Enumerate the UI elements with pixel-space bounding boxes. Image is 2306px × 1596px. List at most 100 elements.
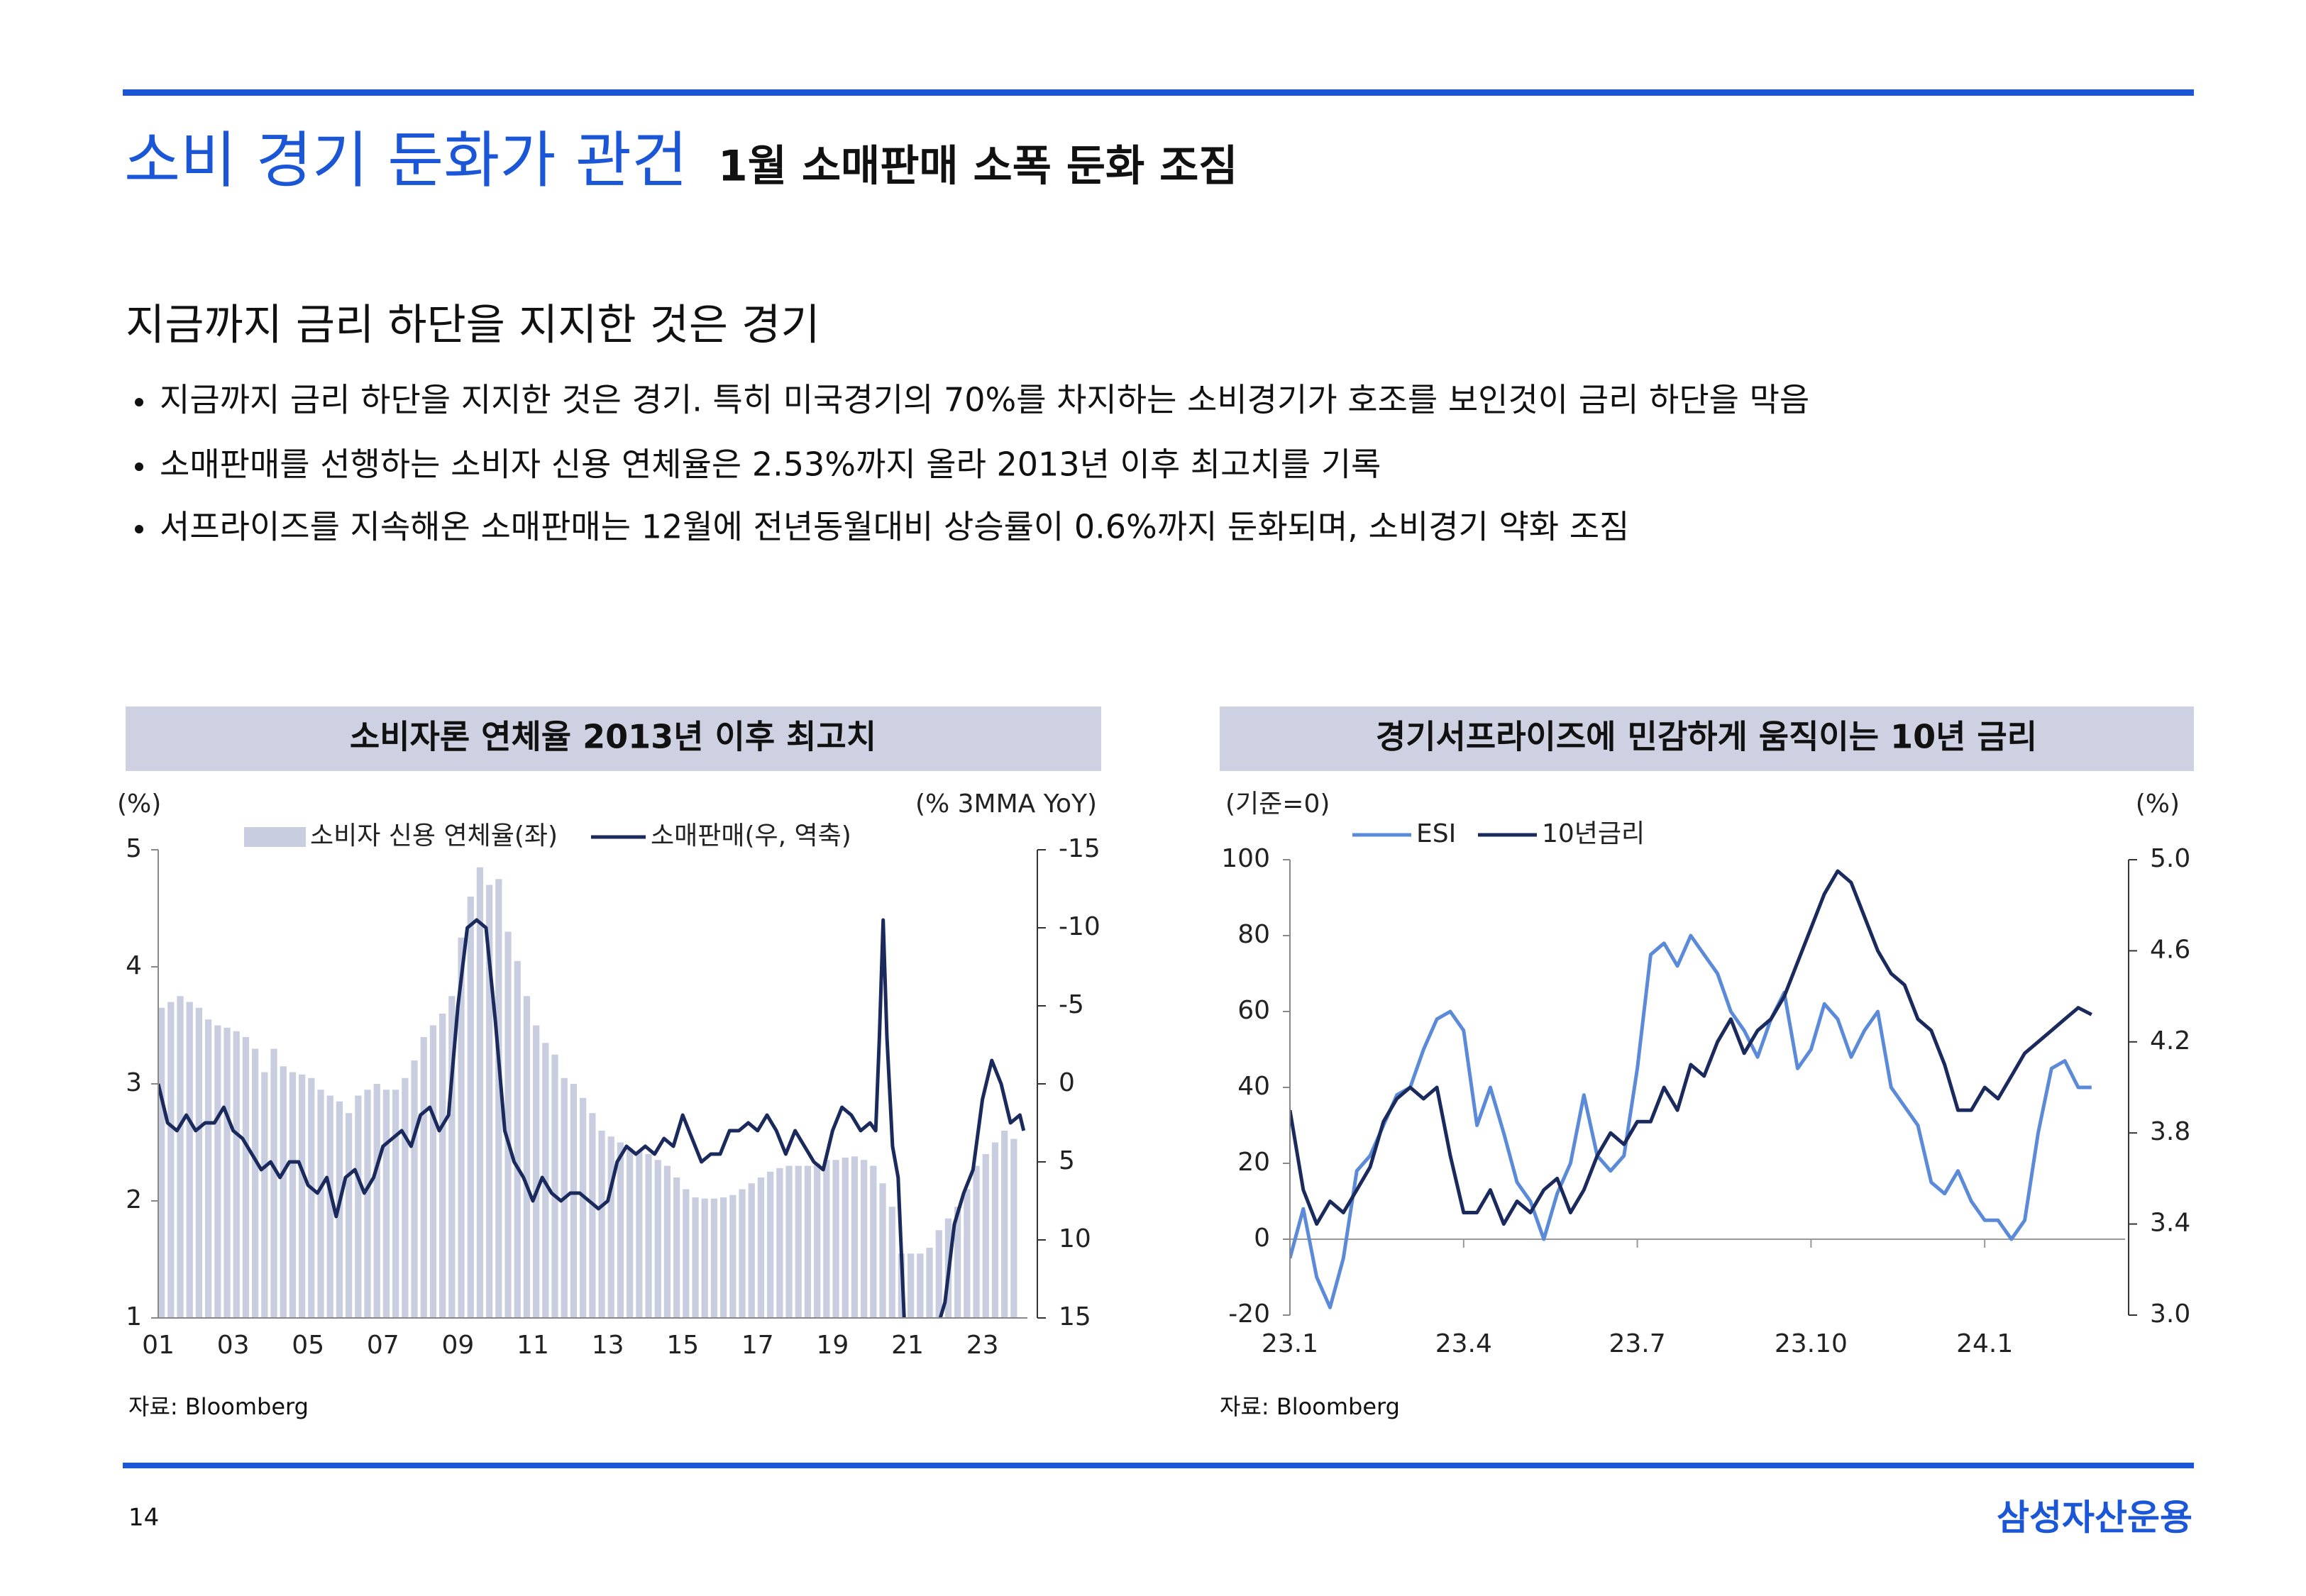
- bar: [195, 1007, 203, 1318]
- bar: [411, 1060, 418, 1318]
- bar: [551, 1054, 558, 1318]
- y2-tick-label: 15: [1059, 1302, 1091, 1331]
- bar: [617, 1142, 624, 1318]
- top-rule: [123, 89, 2194, 96]
- bar: [420, 1037, 427, 1318]
- bar: [1010, 1138, 1017, 1318]
- bar: [523, 996, 531, 1318]
- bar: [645, 1154, 652, 1318]
- bar: [917, 1253, 924, 1318]
- y-tick-label: 3: [126, 1068, 142, 1097]
- bar: [964, 1189, 971, 1318]
- bar: [692, 1197, 699, 1318]
- legend-label: 소비자 신용 연체율(좌): [310, 821, 558, 850]
- y2-tick-label: -10: [1059, 912, 1100, 941]
- bar: [308, 1077, 315, 1318]
- x-tick-label: 05: [292, 1331, 324, 1360]
- bar: [598, 1131, 605, 1318]
- y-tick-label: 4: [126, 951, 142, 980]
- bar: [580, 1097, 587, 1318]
- line: [158, 918, 1026, 1318]
- bar: [533, 1025, 540, 1318]
- bar: [870, 1165, 877, 1318]
- page-number: 14: [128, 1504, 159, 1532]
- y-tick-label: 5: [126, 834, 142, 863]
- bar: [861, 1160, 868, 1318]
- chart-header: [1220, 706, 2194, 771]
- bar: [364, 1090, 371, 1318]
- bar: [1001, 1131, 1008, 1318]
- bar: [842, 1157, 849, 1318]
- bar: [186, 1002, 193, 1318]
- y2-tick-label: 5: [1059, 1146, 1075, 1175]
- plot: [158, 867, 1026, 1318]
- bar: [720, 1197, 727, 1318]
- x-tick-label: 23.7: [1609, 1329, 1666, 1358]
- bar: [589, 1113, 596, 1318]
- bar: [373, 1084, 380, 1318]
- slide-title: 소비 경기 둔화가 관건: [124, 125, 688, 196]
- y2-tick-label: -15: [1059, 834, 1100, 863]
- bar: [739, 1189, 746, 1318]
- bullet: 소매판매를 선행하는 소비자 신용 연체율은 2.53%까지 올라 2013년 …: [160, 445, 1381, 484]
- bar: [167, 1002, 175, 1318]
- bar: [814, 1163, 821, 1318]
- line: [1290, 933, 2092, 1309]
- bar: [673, 1177, 680, 1318]
- x-tick-label: 11: [517, 1331, 549, 1360]
- bar: [954, 1207, 961, 1318]
- legend-label: 10년금리: [1542, 819, 1645, 848]
- bar: [504, 931, 512, 1318]
- bar: [663, 1165, 671, 1318]
- bar: [823, 1160, 830, 1318]
- bar: [888, 1207, 895, 1318]
- bar: [224, 1027, 231, 1318]
- x-tick-label: 01: [142, 1331, 175, 1360]
- bullet: 지금까지 금리 하단을 지지한 것은 경기. 특히 미국경기의 70%를 차지하…: [160, 381, 1809, 419]
- bar: [514, 960, 521, 1318]
- y2-tick-label: -5: [1059, 990, 1084, 1019]
- x-tick-label: 21: [891, 1331, 924, 1360]
- bar: [832, 1160, 839, 1318]
- x-tick-label: 23.10: [1775, 1329, 1848, 1358]
- bar: [346, 1113, 353, 1318]
- y2-axis-label: (% 3MMA YoY): [915, 789, 1097, 819]
- bar: [804, 1165, 812, 1318]
- y2-tick-label: 3.8: [2150, 1117, 2190, 1146]
- bullet-dot: [135, 398, 143, 406]
- bar: [382, 1090, 390, 1318]
- bar: [748, 1183, 755, 1318]
- bar: [729, 1195, 737, 1318]
- bar: [233, 1031, 240, 1318]
- y2-axis-label: (%): [2136, 789, 2180, 819]
- x-tick-label: 09: [442, 1331, 475, 1360]
- bar: [242, 1037, 250, 1318]
- y2-tick-label: 3.4: [2150, 1209, 2190, 1238]
- bar: [636, 1151, 643, 1318]
- legend-swatch: [244, 827, 306, 847]
- bar: [177, 996, 184, 1318]
- y2-tick-label: 5.0: [2150, 844, 2190, 873]
- bar: [767, 1171, 774, 1318]
- bar: [757, 1177, 765, 1318]
- x-tick-label: 24.1: [1956, 1329, 2013, 1358]
- x-tick-label: 07: [367, 1331, 399, 1360]
- bar: [261, 1072, 268, 1318]
- bar: [429, 1025, 437, 1318]
- y-tick-label: 80: [1237, 920, 1270, 949]
- x-tick-label: 23: [966, 1331, 999, 1360]
- bar: [795, 1165, 802, 1318]
- legend-label: ESI: [1416, 819, 1456, 848]
- y-tick-label: 2: [126, 1185, 142, 1214]
- chart-title: 소비자론 연체율 2013년 이후 최고치: [350, 718, 876, 756]
- source: 자료: Bloomberg: [128, 1393, 309, 1420]
- bar: [495, 879, 502, 1318]
- x-tick-label: 15: [666, 1331, 699, 1360]
- bullet-dot: [135, 462, 143, 471]
- y2-tick-label: 4.6: [2150, 935, 2190, 964]
- line: [1290, 869, 2092, 1226]
- x-tick-label: 17: [741, 1331, 774, 1360]
- bar: [683, 1189, 690, 1318]
- bar: [402, 1077, 409, 1318]
